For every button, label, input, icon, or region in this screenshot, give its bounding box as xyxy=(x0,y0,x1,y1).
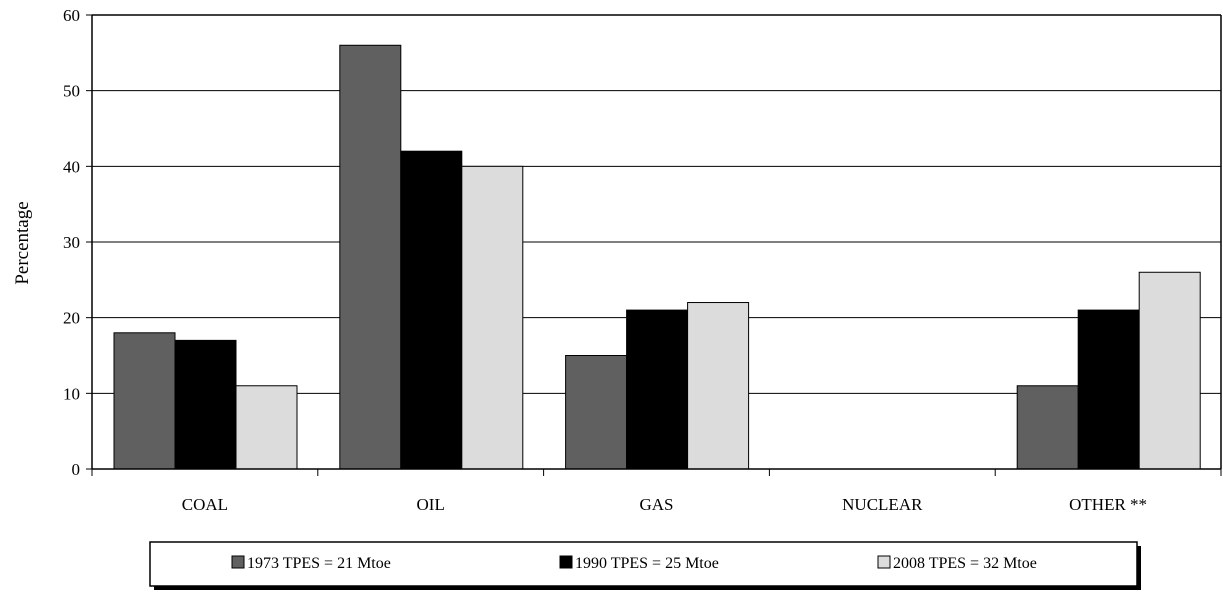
bar xyxy=(687,302,750,470)
bar xyxy=(461,165,524,470)
category-label: GAS xyxy=(639,495,673,514)
bar xyxy=(565,355,628,470)
bar xyxy=(1016,385,1079,470)
bar xyxy=(1138,271,1201,470)
axes xyxy=(86,14,1222,476)
y-tick-label: 30 xyxy=(63,233,80,252)
category-label: OTHER ** xyxy=(1069,495,1147,514)
category-label: NUCLEAR xyxy=(842,495,923,514)
y-tick-label: 40 xyxy=(63,157,80,176)
bar xyxy=(626,309,689,470)
category-label: COAL xyxy=(182,495,228,514)
legend: 1973 TPES = 21 Mtoe 1990 TPES = 25 Mtoe 20… xyxy=(149,541,1141,590)
category-label: OIL xyxy=(417,495,445,514)
legend-box xyxy=(149,541,1138,587)
y-tick-labels: 0 10 20 30 40 50 60 xyxy=(63,6,80,479)
y-tick-label: 0 xyxy=(72,460,81,479)
bar xyxy=(339,44,402,470)
legend-swatch xyxy=(559,555,573,569)
y-tick-label: 10 xyxy=(63,384,80,403)
bars xyxy=(113,44,1201,470)
legend-label: 1973 TPES = 21 Mtoe xyxy=(247,555,391,572)
bar xyxy=(174,339,237,470)
bar xyxy=(113,332,176,470)
y-tick-label: 20 xyxy=(63,309,80,328)
category-labels: COAL OIL GAS NUCLEAR OTHER ** xyxy=(182,495,1147,514)
legend-label: 2008 TPES = 32 Mtoe xyxy=(893,555,1037,572)
y-tick-label: 50 xyxy=(63,82,80,101)
bar xyxy=(1077,309,1140,470)
bar xyxy=(235,385,298,470)
legend-label: 1990 TPES = 25 Mtoe xyxy=(575,555,719,572)
legend-swatch xyxy=(877,555,891,569)
y-axis-label: Percentage xyxy=(12,201,33,284)
y-tick-label: 60 xyxy=(63,6,80,25)
legend-swatch xyxy=(231,555,245,569)
bar xyxy=(400,150,463,470)
